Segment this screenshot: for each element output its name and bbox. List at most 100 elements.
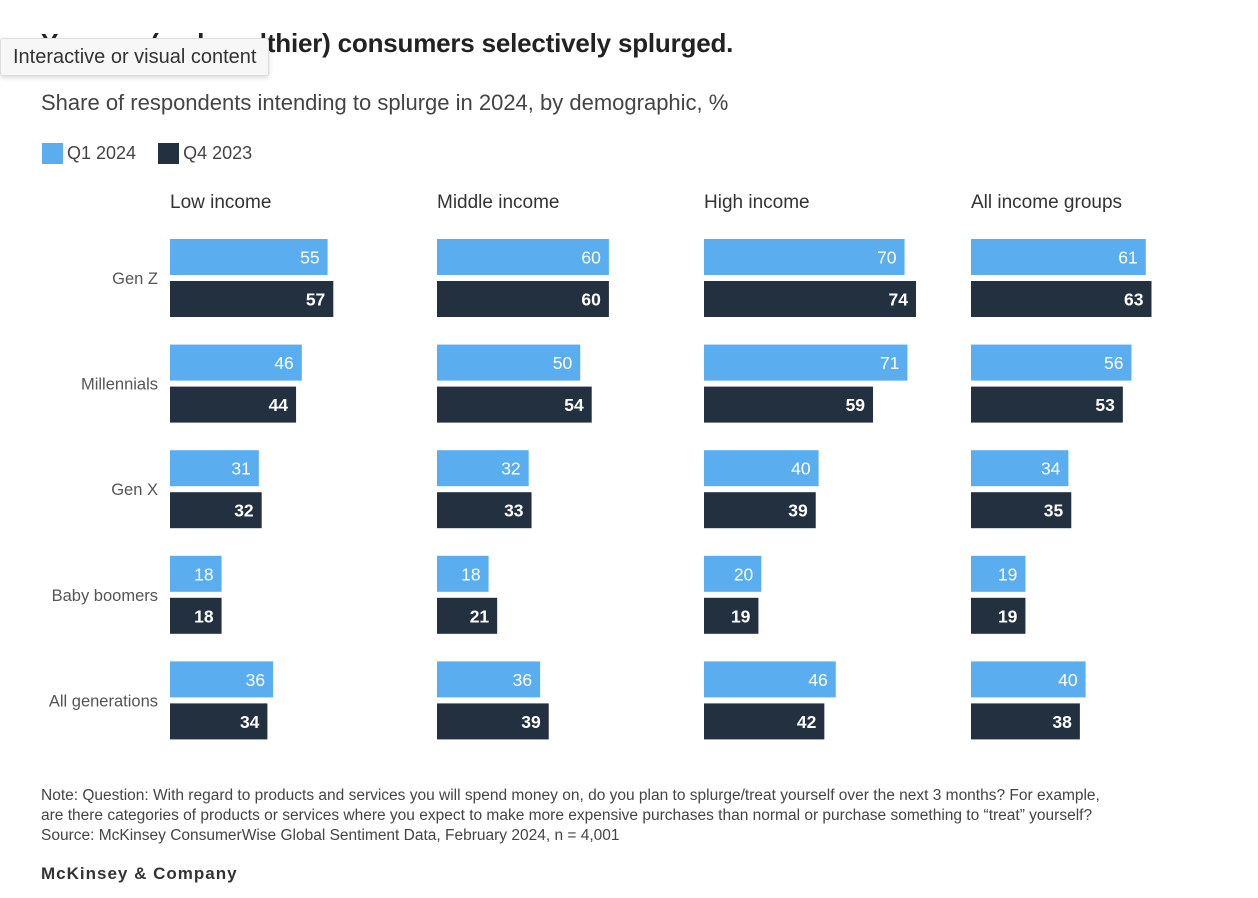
bar-q4-2023 xyxy=(170,386,297,423)
bar-q4-2023 xyxy=(971,597,1026,634)
data-label: 39 xyxy=(521,712,541,732)
legend: Q1 2024 Q4 2023 xyxy=(42,143,274,164)
data-label: 32 xyxy=(234,501,254,521)
bar-q4-2023 xyxy=(971,386,1123,423)
data-label: 36 xyxy=(246,670,265,690)
bar-q1-2024 xyxy=(170,344,302,381)
data-label: 39 xyxy=(788,501,808,521)
bar-q4-2023 xyxy=(437,703,549,740)
data-label: 50 xyxy=(553,353,573,373)
panel-title: Middle income xyxy=(437,192,560,213)
data-label: 34 xyxy=(240,712,260,732)
bar-q1-2024 xyxy=(704,239,905,275)
legend-item-q4-2023: Q4 2023 xyxy=(158,143,252,164)
bar-q4-2023 xyxy=(971,281,1152,317)
data-label: 18 xyxy=(461,564,480,584)
data-label: 18 xyxy=(194,606,214,626)
data-label: 57 xyxy=(306,290,325,310)
data-label: 38 xyxy=(1052,712,1072,732)
category-label: Gen X xyxy=(111,481,158,499)
bar-q1-2024 xyxy=(437,239,609,275)
data-label: 20 xyxy=(734,564,754,584)
data-label: 56 xyxy=(1104,353,1123,373)
legend-swatch-q1-2024 xyxy=(42,143,63,164)
bar-q1-2024 xyxy=(437,555,489,592)
category-label: Baby boomers xyxy=(52,587,158,605)
data-label: 34 xyxy=(1041,459,1061,479)
data-label: 18 xyxy=(194,564,213,584)
bar-q1-2024 xyxy=(971,450,1069,487)
bar-q1-2024 xyxy=(704,555,762,592)
bar-q4-2023 xyxy=(704,492,816,529)
bar-q4-2023 xyxy=(437,386,592,423)
bar-q1-2024 xyxy=(971,344,1132,381)
bar-chart: Gen Z Millennials Gen X Baby boomers All gen… xyxy=(49,192,1152,740)
bar-q4-2023 xyxy=(971,703,1080,740)
data-label: 46 xyxy=(808,670,827,690)
note-line-2: are there categories of products or serv… xyxy=(41,807,1093,824)
bar-q1-2024 xyxy=(704,661,836,698)
bar-q1-2024 xyxy=(437,661,541,698)
bar-q4-2023 xyxy=(170,281,334,317)
data-label: 44 xyxy=(269,395,289,415)
bar-q1-2024 xyxy=(170,239,328,275)
data-label: 61 xyxy=(1118,248,1137,268)
data-label: 74 xyxy=(889,290,909,310)
bar-q1-2024 xyxy=(437,450,529,487)
bar-q4-2023 xyxy=(437,281,609,317)
data-label: 46 xyxy=(274,353,293,373)
data-label: 40 xyxy=(1058,670,1078,690)
bar-q1-2024 xyxy=(170,555,222,592)
data-label: 19 xyxy=(998,564,1017,584)
bar-q4-2023 xyxy=(704,703,825,740)
data-label: 31 xyxy=(231,459,250,479)
category-label: All generations xyxy=(49,692,158,710)
data-label: 54 xyxy=(564,395,584,415)
bar-q4-2023 xyxy=(704,597,759,634)
bar-q4-2023 xyxy=(437,597,498,634)
footnote: Note: Question: With regard to products … xyxy=(41,786,1211,846)
panel-title: Low income xyxy=(170,192,271,213)
bar-q4-2023 xyxy=(704,386,874,423)
bar-q4-2023 xyxy=(437,492,532,529)
data-label: 19 xyxy=(998,606,1018,626)
bar-q4-2023 xyxy=(704,281,917,317)
data-label: 32 xyxy=(501,459,520,479)
legend-item-q1-2024: Q1 2024 xyxy=(42,143,136,164)
panel-title: High income xyxy=(704,192,810,213)
bar-q4-2023 xyxy=(170,492,262,529)
panel-title: All income groups xyxy=(971,192,1122,213)
bar-q4-2023 xyxy=(170,597,222,634)
data-label: 36 xyxy=(513,670,532,690)
category-label: Gen Z xyxy=(112,270,158,288)
data-label: 33 xyxy=(504,501,524,521)
bar-q1-2024 xyxy=(170,661,274,698)
legend-swatch-q4-2023 xyxy=(158,143,180,164)
data-label: 19 xyxy=(731,606,751,626)
bar-q4-2023 xyxy=(170,703,268,740)
bar-q1-2024 xyxy=(704,344,908,381)
bar-q1-2024 xyxy=(437,344,581,381)
chart-subtitle: Share of respondents intending to splurg… xyxy=(41,90,729,115)
data-label: 40 xyxy=(791,459,811,479)
brand-logo: McKinsey & Company xyxy=(41,864,238,883)
category-label: Millennials xyxy=(81,376,158,394)
legend-label: Q4 2023 xyxy=(183,143,253,163)
bar-q1-2024 xyxy=(971,555,1026,592)
bar-q1-2024 xyxy=(971,661,1086,698)
bar-q1-2024 xyxy=(971,239,1146,275)
data-label: 71 xyxy=(880,353,899,373)
data-label: 21 xyxy=(470,606,490,626)
bar-q4-2023 xyxy=(971,492,1072,529)
data-label: 70 xyxy=(877,248,897,268)
data-label: 53 xyxy=(1095,395,1115,415)
source-line: Source: McKinsey ConsumerWise Global Sen… xyxy=(41,827,620,844)
data-label: 42 xyxy=(797,712,817,732)
note-line-1: Note: Question: With regard to products … xyxy=(41,787,1100,804)
data-label: 55 xyxy=(300,248,319,268)
bar-q1-2024 xyxy=(170,450,259,487)
bar-q1-2024 xyxy=(704,450,819,487)
data-label: 63 xyxy=(1124,290,1144,310)
data-label: 60 xyxy=(581,248,601,268)
data-label: 35 xyxy=(1044,501,1064,521)
